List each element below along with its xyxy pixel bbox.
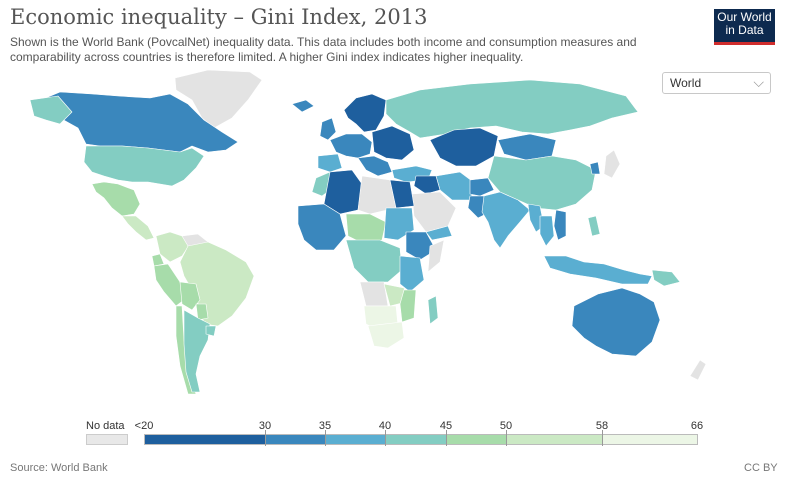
legend-tick-line [385, 430, 386, 446]
country-usa[interactable] [83, 145, 205, 187]
country-niger-chad[interactable] [345, 213, 387, 245]
country-thailand[interactable] [539, 215, 555, 247]
country-argentina[interactable] [183, 309, 211, 393]
country-iceland[interactable] [291, 99, 315, 113]
country-uruguay[interactable] [205, 325, 217, 337]
country-russia[interactable] [385, 79, 639, 139]
country-iraq-syria[interactable] [413, 175, 441, 195]
chart-subtitle: Shown is the World Bank (PovcalNet) ineq… [10, 35, 637, 64]
country-western-europe[interactable] [329, 133, 373, 159]
legend-tick-label: 50 [499, 420, 513, 432]
legend-tick-line [325, 430, 326, 446]
country-kenya-tanzania[interactable] [399, 255, 425, 293]
legend-no-data-label: No data [86, 420, 125, 432]
country-australia[interactable] [571, 287, 661, 357]
country-eastern-europe[interactable] [371, 125, 415, 161]
country-madagascar[interactable] [427, 295, 439, 325]
country-ethiopia[interactable] [405, 231, 437, 261]
country-uk[interactable] [319, 117, 337, 141]
country-afghanistan[interactable] [469, 177, 495, 197]
legend-tick-line [265, 430, 266, 446]
country-new-zealand[interactable] [689, 359, 707, 381]
legend-bin-5[interactable] [447, 435, 507, 444]
country-mexico[interactable] [91, 181, 141, 217]
owid-logo[interactable]: Our World in Data [714, 9, 775, 45]
country-mozambique[interactable] [399, 289, 417, 323]
license-note[interactable]: CC BY [744, 462, 778, 474]
region-select[interactable]: World ⌵ [662, 72, 771, 94]
country-peru[interactable] [153, 263, 185, 307]
legend-no-data-swatch [86, 434, 128, 445]
country-somalia[interactable] [427, 239, 445, 273]
legend-tick-line [446, 430, 447, 446]
legend-tick-line [602, 430, 603, 446]
region-select-value: World [670, 76, 702, 90]
legend-bin-4[interactable] [386, 435, 447, 444]
legend-bin-3[interactable] [326, 435, 386, 444]
country-ecuador[interactable] [151, 253, 165, 267]
country-iberia[interactable] [317, 153, 343, 173]
country-mongolia[interactable] [497, 133, 557, 161]
country-japan[interactable] [603, 149, 621, 179]
country-png[interactable] [651, 269, 681, 287]
logo-line-2: in Data [725, 23, 764, 37]
country-korea[interactable] [589, 161, 601, 175]
source-note[interactable]: Source: World Bank [10, 462, 108, 474]
country-paraguay[interactable] [195, 303, 209, 321]
country-south-africa[interactable] [367, 321, 405, 349]
legend-tick-label: <20 [134, 420, 154, 432]
country-india[interactable] [481, 191, 531, 249]
country-chile[interactable] [175, 305, 197, 395]
legend-tick-label: 58 [595, 420, 609, 432]
legend-bin-2[interactable] [266, 435, 326, 444]
country-central-africa[interactable] [345, 239, 403, 283]
chevron-down-icon: ⌵ [753, 74, 764, 90]
country-vietnam[interactable] [553, 209, 567, 241]
country-egypt[interactable] [389, 179, 415, 209]
legend-tick-label: 35 [318, 420, 332, 432]
country-italy-balkans[interactable] [357, 155, 393, 177]
country-angola[interactable] [359, 281, 389, 307]
country-central-america[interactable] [121, 215, 155, 241]
legend-bin-7[interactable] [603, 435, 697, 444]
world-map [29, 69, 707, 395]
legend-tick-label: 45 [439, 420, 453, 432]
country-canada[interactable] [35, 91, 239, 153]
legend-tick-label: 30 [258, 420, 272, 432]
logo-line-1: Our World [717, 10, 772, 24]
country-alaska[interactable] [29, 95, 73, 125]
country-brazil[interactable] [179, 241, 255, 327]
legend-bin-1[interactable] [145, 435, 266, 444]
legend-tick-line [506, 430, 507, 446]
legend-tick-label: 40 [378, 420, 392, 432]
country-libya[interactable] [357, 175, 397, 215]
chart-title: Economic inequality – Gini Index, 2013 [10, 5, 428, 29]
legend-color-bar [144, 434, 698, 445]
country-scandinavia[interactable] [343, 93, 387, 133]
country-yemen[interactable] [425, 225, 453, 241]
country-indonesia[interactable] [543, 255, 653, 285]
country-west-africa[interactable] [297, 203, 347, 251]
country-greenland[interactable] [174, 69, 263, 129]
legend-tick-label: 66 [690, 420, 704, 432]
country-philippines[interactable] [587, 215, 601, 237]
legend-bin-6[interactable] [507, 435, 603, 444]
